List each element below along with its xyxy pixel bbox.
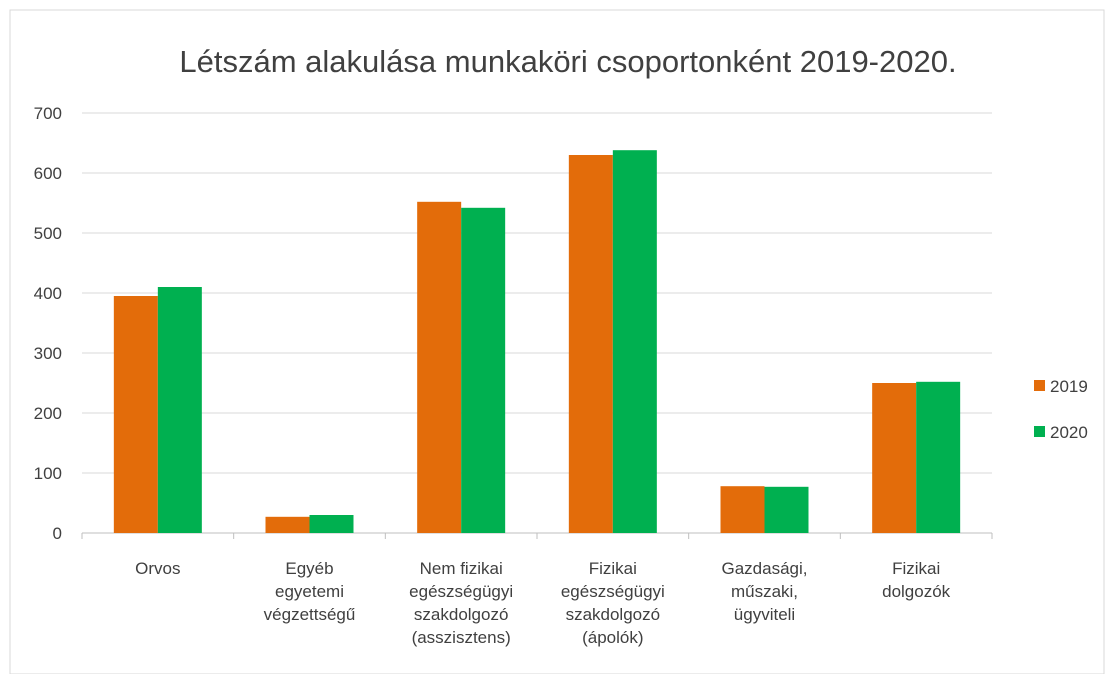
bar (720, 486, 765, 533)
bar (157, 287, 202, 533)
y-tick-label: 100 (34, 464, 62, 483)
x-tick-label: Fizikai egészségügyi szakdolgozó (ápolók) (561, 559, 665, 647)
x-tick-label: Egyéb egyetemi végzettségű (264, 559, 356, 624)
bar (113, 296, 158, 533)
x-tick-label: Orvos (135, 559, 180, 578)
bar (916, 381, 961, 533)
bar (612, 150, 657, 533)
x-tick-label: Gazdasági, műszaki, ügyviteli (722, 559, 808, 624)
y-tick-label: 500 (34, 224, 62, 243)
y-tick-label: 200 (34, 404, 62, 423)
legend-swatch (1034, 426, 1045, 437)
y-tick-label: 700 (34, 104, 62, 123)
x-tick-label: Fizikai dolgozók (882, 559, 951, 601)
bar (764, 486, 809, 533)
bar (417, 201, 462, 534)
legend-label: 2020 (1050, 423, 1088, 442)
bar (872, 383, 917, 533)
bar (568, 155, 613, 533)
chart-title: Létszám alakulása munkaköri csoportonkén… (179, 44, 956, 79)
y-tick-label: 600 (34, 164, 62, 183)
y-tick-label: 300 (34, 344, 62, 363)
legend-label: 2019 (1050, 377, 1088, 396)
bar (309, 515, 354, 533)
y-tick-label: 0 (53, 524, 62, 543)
y-tick-label: 400 (34, 284, 62, 303)
bar (461, 207, 506, 534)
bar (265, 516, 310, 533)
x-tick-label: Nem fizikai egészségügyi szakdolgozó (asszi… (409, 559, 513, 647)
legend-swatch (1034, 380, 1045, 391)
